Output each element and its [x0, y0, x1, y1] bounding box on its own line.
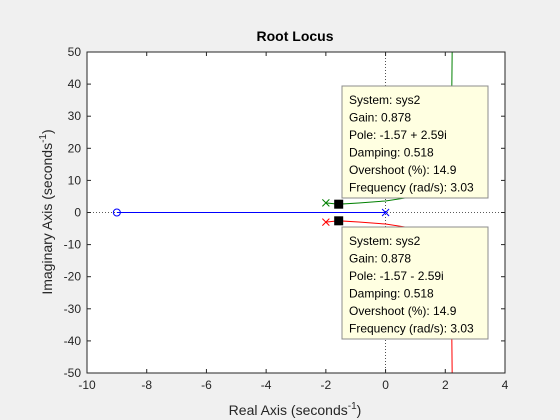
y-axis-label: Imaginary Axis (seconds-1) — [38, 129, 55, 294]
datatip-line: Gain: 0.878 — [349, 111, 411, 125]
selected-pole-marker — [334, 199, 344, 209]
datatip-line: Overshoot (%): 14.9 — [349, 163, 457, 177]
datatip-line: Damping: 0.518 — [349, 287, 434, 301]
x-tick-label: 4 — [502, 378, 509, 392]
pole-marker — [322, 199, 330, 207]
datatip-background — [341, 85, 489, 199]
x-tick-label: -4 — [261, 378, 272, 392]
y-tick-labels: -50 -40 -30 -20 -10 0 10 20 30 40 50 — [64, 45, 82, 380]
y-tick-label: -10 — [64, 238, 82, 252]
datatip-line: Overshoot (%): 14.9 — [349, 304, 457, 318]
y-tick-label: 40 — [68, 77, 82, 91]
x-tick-label: -10 — [78, 378, 96, 392]
datatip-line: Gain: 0.878 — [349, 252, 411, 266]
x-tick-label: 2 — [442, 378, 449, 392]
y-tick-label: 50 — [68, 45, 82, 59]
x-tick-label: -6 — [201, 378, 212, 392]
datatip-line: Damping: 0.518 — [349, 146, 434, 160]
x-axis-label: Real Axis (seconds-1) — [229, 401, 362, 418]
pole-marker-stroke — [381, 208, 390, 217]
chart-title: Root Locus — [257, 28, 334, 44]
x-tick-label: 0 — [382, 378, 389, 392]
x-tick-labels: -10 -8 -6 -4 -2 0 2 4 — [78, 378, 508, 392]
y-tick-label: -20 — [64, 270, 82, 284]
datatip-background — [341, 226, 489, 340]
datatip-line: Pole: -1.57 - 2.59i — [349, 269, 444, 283]
axis-ticks — [86, 51, 506, 374]
datatip-line: System: sys2 — [349, 234, 421, 248]
pole-marker — [322, 218, 330, 226]
datatip-line: Frequency (rad/s): 3.03 — [349, 181, 474, 195]
selected-pole-marker — [334, 216, 344, 226]
y-tick-label: 30 — [68, 109, 82, 123]
y-tick-label: -50 — [64, 366, 82, 380]
datatip-line: Pole: -1.57 + 2.59i — [349, 128, 447, 142]
datatip-box: System: sys2 Gain: 0.878 Pole: -1.57 - 2.5… — [341, 226, 489, 340]
pole-marker-stroke — [322, 218, 330, 226]
y-tick-label: 20 — [68, 141, 82, 155]
datatips: System: sys2 Gain: 0.878 Pole: -1.57 + 2.5… — [341, 85, 489, 340]
datatip-line: System: sys2 — [349, 93, 421, 107]
x-tick-label: -2 — [321, 378, 332, 392]
y-tick-label: -30 — [64, 302, 82, 316]
pole-marker-stroke — [322, 199, 330, 207]
zero-marker — [112, 208, 121, 217]
pole-marker — [381, 208, 390, 217]
y-tick-label: 10 — [68, 173, 82, 187]
datatip-line: Frequency (rad/s): 3.03 — [349, 322, 474, 336]
y-tick-label: -40 — [64, 334, 82, 348]
y-tick-label: 0 — [74, 206, 81, 220]
pole-zero-symbols — [112, 199, 390, 226]
x-tick-label: -8 — [141, 378, 152, 392]
datatip-box: System: sys2 Gain: 0.878 Pole: -1.57 + 2.5… — [341, 85, 489, 199]
